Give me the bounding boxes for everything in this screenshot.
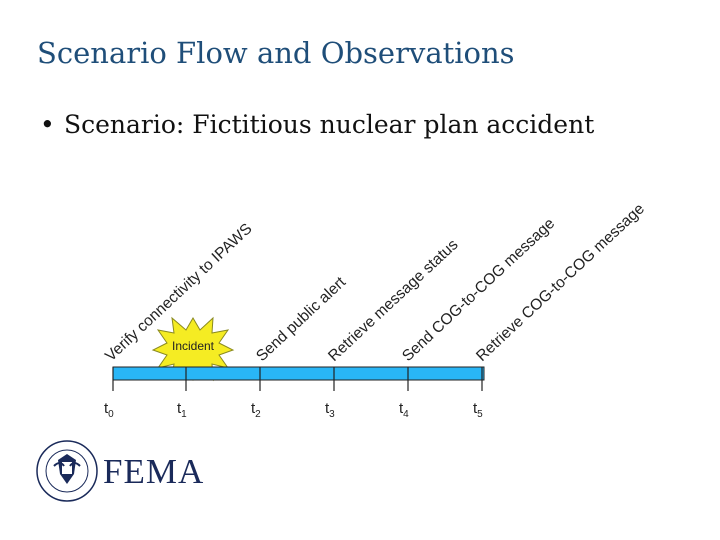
tick-label-t5: t5 bbox=[473, 400, 483, 420]
bullet-text: Scenario: Fictitious nuclear plan accide… bbox=[64, 110, 595, 139]
fema-logo-text: FEMA bbox=[103, 452, 205, 491]
tick-label-t0: t0 bbox=[104, 400, 114, 420]
tick-label-t4: t4 bbox=[399, 400, 409, 420]
event-label-retrieve-cog-message: Retrieve COG-to-COG message bbox=[473, 200, 648, 365]
incident-label: Incident bbox=[172, 339, 215, 353]
tick-label-t2: t2 bbox=[251, 400, 261, 420]
timeline-bar bbox=[112, 366, 485, 381]
bullet-dot-icon: • bbox=[40, 110, 55, 139]
event-label-send-cog-message: Send COG-to-COG message bbox=[399, 215, 558, 365]
event-label-retrieve-message-status: Retrieve message status bbox=[325, 236, 462, 365]
tick-marks bbox=[112, 367, 483, 391]
tick-label-t1: t1 bbox=[177, 400, 187, 420]
dhs-seal-icon bbox=[36, 440, 98, 502]
bullet-item: • Scenario: Fictitious nuclear plan accid… bbox=[40, 110, 594, 139]
slide-title: Scenario Flow and Observations bbox=[37, 36, 515, 70]
tick-label-t3: t3 bbox=[325, 400, 335, 420]
